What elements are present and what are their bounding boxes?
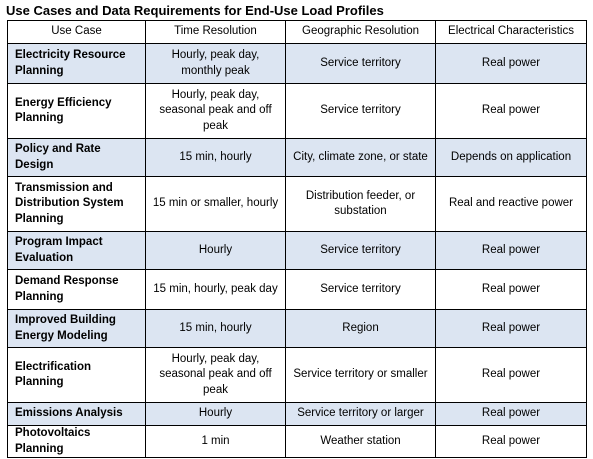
table-row: Demand Response Planning 15 min, hourly,… (7, 269, 587, 310)
table-row: Photovoltaics Planning 1 min Weather sta… (7, 425, 587, 458)
time-resolution-cell: 15 min, hourly (145, 309, 286, 348)
geographic-resolution-cell: Weather station (285, 425, 436, 458)
geographic-resolution-cell: Service territory or larger (285, 402, 436, 426)
time-resolution-cell: Hourly, peak day, seasonal peak and off … (145, 83, 286, 139)
electrical-characteristics-cell: Real power (435, 83, 587, 139)
table-row: Emissions Analysis Hourly Service territ… (7, 402, 587, 426)
table-title: Use Cases and Data Requirements for End-… (6, 3, 384, 18)
geographic-resolution-cell: Service territory (285, 83, 436, 139)
geographic-resolution-cell: Service territory or smaller (285, 347, 436, 403)
geographic-resolution-cell: Service territory (285, 269, 436, 310)
use-case-cell: Emissions Analysis (7, 402, 146, 426)
electrical-characteristics-cell: Real power (435, 309, 587, 348)
use-case-table: Use Case Time Resolution Geographic Reso… (7, 20, 587, 458)
use-case-cell: Improved Building Energy Modeling (7, 309, 146, 348)
time-resolution-cell: Hourly (145, 231, 286, 270)
table-row: Energy Efficiency Planning Hourly, peak … (7, 83, 587, 139)
time-resolution-cell: Hourly, peak day, monthly peak (145, 43, 286, 84)
header-electrical-characteristics: Electrical Characteristics (435, 20, 587, 44)
header-geographic-resolution: Geographic Resolution (285, 20, 436, 44)
use-case-cell: Electricity Resource Planning (7, 43, 146, 84)
electrical-characteristics-cell: Real and reactive power (435, 176, 587, 232)
electrical-characteristics-cell: Real power (435, 231, 587, 270)
time-resolution-cell: Hourly, peak day, seasonal peak and off … (145, 347, 286, 403)
time-resolution-cell: 15 min, hourly (145, 138, 286, 177)
table-row: Transmission and Distribution System Pla… (7, 176, 587, 232)
geographic-resolution-cell: Distribution feeder, or substation (285, 176, 436, 232)
use-case-cell: Policy and Rate Design (7, 138, 146, 177)
geographic-resolution-cell: Service territory (285, 231, 436, 270)
table-row: Electricity Resource Planning Hourly, pe… (7, 43, 587, 84)
electrical-characteristics-cell: Real power (435, 425, 587, 458)
electrical-characteristics-cell: Real power (435, 347, 587, 403)
table-row: Program Impact Evaluation Hourly Service… (7, 231, 587, 270)
electrical-characteristics-cell: Depends on application (435, 138, 587, 177)
use-case-cell: Program Impact Evaluation (7, 231, 146, 270)
electrical-characteristics-cell: Real power (435, 43, 587, 84)
use-case-cell: Demand Response Planning (7, 269, 146, 310)
electrical-characteristics-cell: Real power (435, 269, 587, 310)
header-row: Use Case Time Resolution Geographic Reso… (7, 20, 587, 44)
use-case-cell: Energy Efficiency Planning (7, 83, 146, 139)
geographic-resolution-cell: Region (285, 309, 436, 348)
geographic-resolution-cell: City, climate zone, or state (285, 138, 436, 177)
time-resolution-cell: 15 min, hourly, peak day (145, 269, 286, 310)
use-case-cell: Transmission and Distribution System Pla… (7, 176, 146, 232)
use-case-cell: Electrification Planning (7, 347, 146, 403)
time-resolution-cell: 15 min or smaller, hourly (145, 176, 286, 232)
table-row: Electrification Planning Hourly, peak da… (7, 347, 587, 403)
electrical-characteristics-cell: Real power (435, 402, 587, 426)
time-resolution-cell: Hourly (145, 402, 286, 426)
time-resolution-cell: 1 min (145, 425, 286, 458)
header-time-resolution: Time Resolution (145, 20, 286, 44)
table-row: Improved Building Energy Modeling 15 min… (7, 309, 587, 348)
use-case-cell: Photovoltaics Planning (7, 425, 146, 458)
geographic-resolution-cell: Service territory (285, 43, 436, 84)
table-row: Policy and Rate Design 15 min, hourly Ci… (7, 138, 587, 177)
header-use-case: Use Case (7, 20, 146, 44)
